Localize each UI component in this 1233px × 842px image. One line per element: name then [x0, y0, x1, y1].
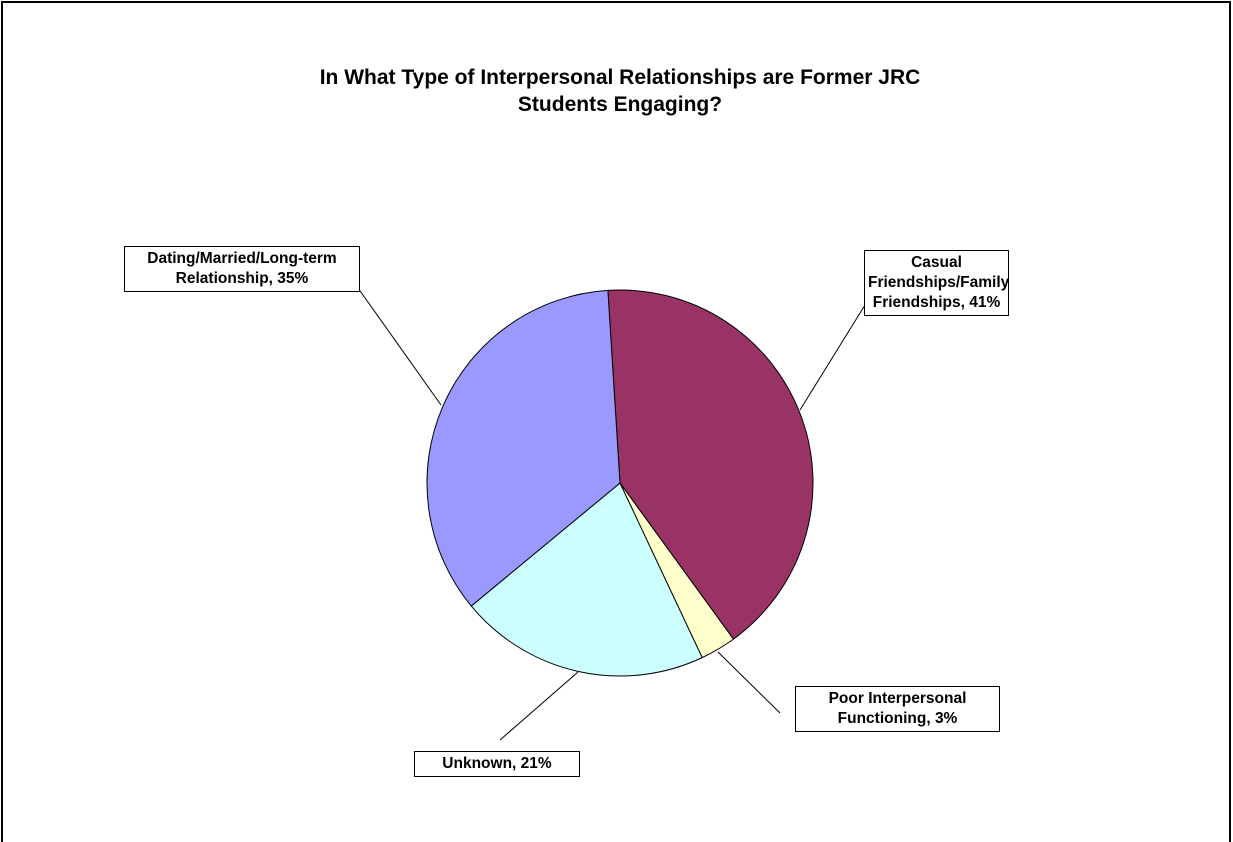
pie-slice: [470, 482, 703, 677]
leader-line: [799, 304, 866, 411]
data-label: Unknown, 21%: [414, 751, 580, 777]
pie: [426, 289, 814, 677]
data-label: Dating/Married/Long-term Relationship, 3…: [124, 246, 360, 292]
leader-line: [357, 287, 442, 406]
pie-slice: [426, 289, 621, 607]
chart-title: In What Type of Interpersonal Relationsh…: [319, 66, 921, 116]
pie-slice: [607, 289, 814, 640]
leader-lines: [357, 287, 866, 741]
data-label: Poor Interpersonal Functioning, 3%: [795, 686, 1000, 732]
leader-line: [717, 651, 781, 714]
leader-line: [499, 671, 579, 741]
data-label: Casual Friendships/Family Friendships, 4…: [864, 250, 1009, 316]
